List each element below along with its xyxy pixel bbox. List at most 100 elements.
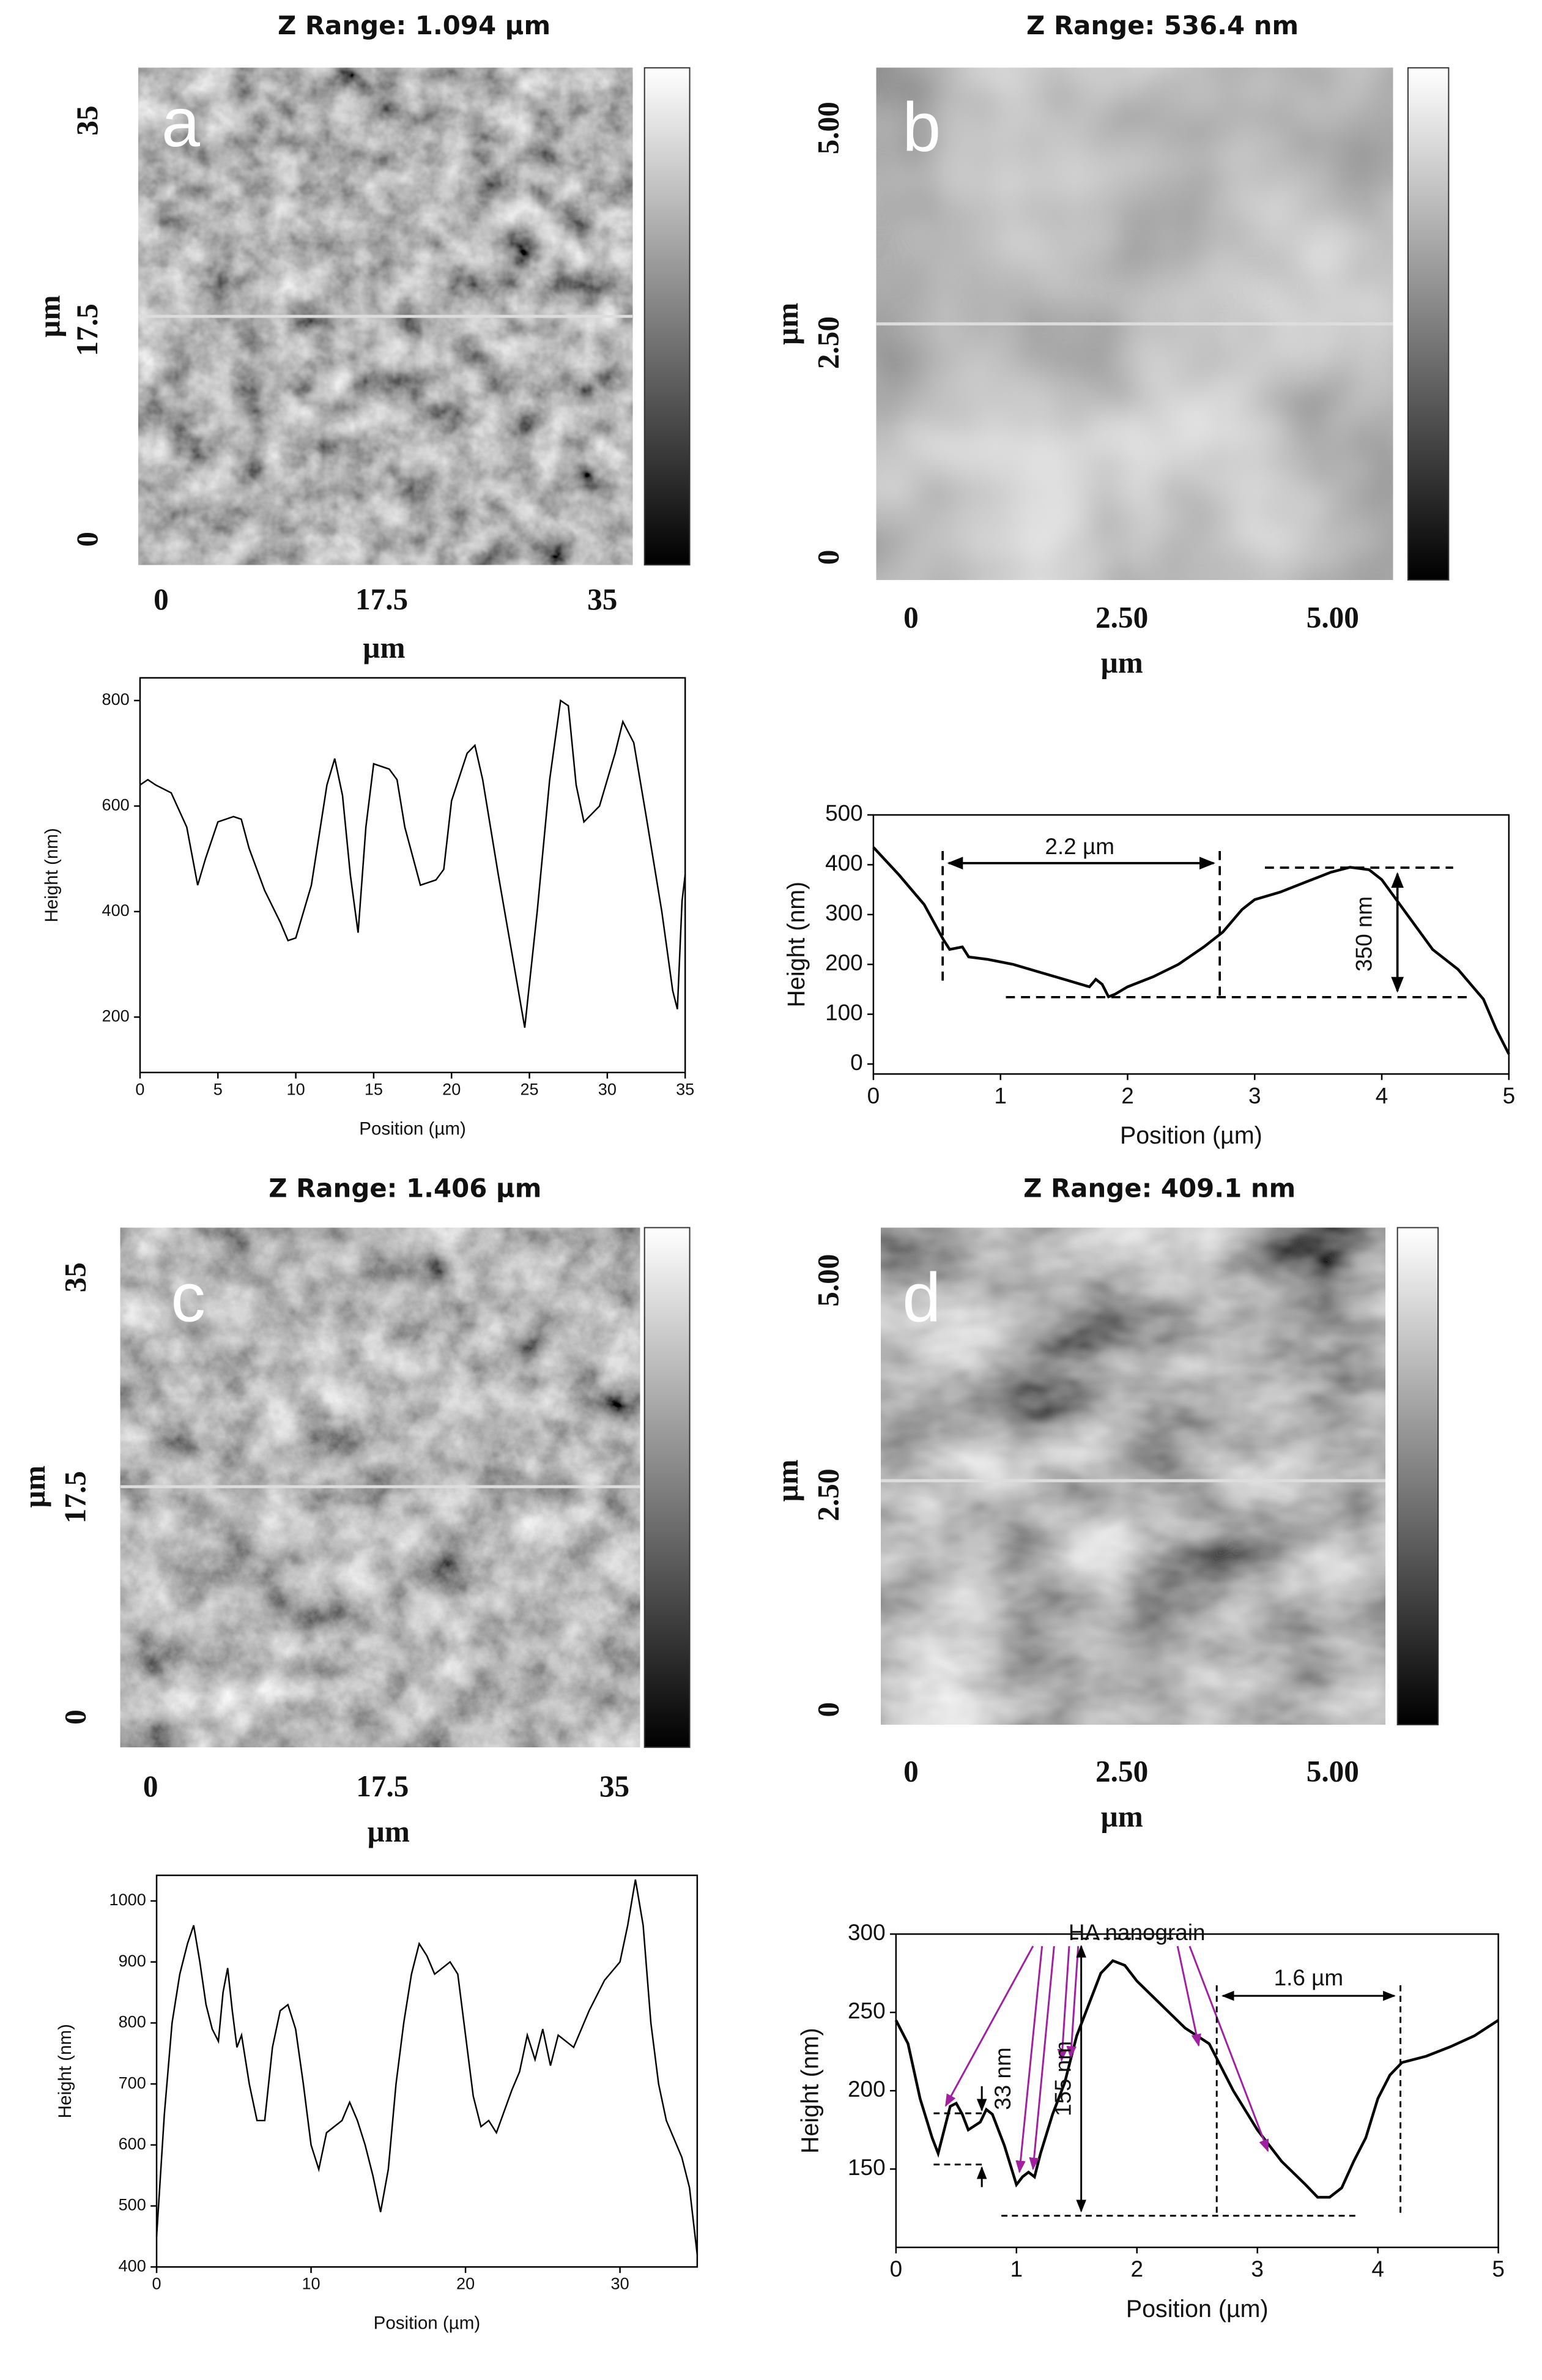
x-tick-label: 35 [587,582,617,616]
x-tick-label: 20 [456,2274,475,2293]
y-tick-label: 300 [848,1920,886,1945]
y-axis-label: µm [18,1465,51,1508]
profile-line [155,1879,699,2255]
panel-label: d [902,1259,941,1336]
x-tick-label: 4 [1376,1083,1388,1108]
annotation-text: 155 nm [1050,2041,1075,2116]
panel-label: c [171,1259,206,1336]
y-tick-label: 400 [825,850,863,876]
y-tick-label: 0 [70,532,104,547]
panel: Z Range: 1.406 µm c 0 17.5 35 0 17.5 35 µm µm [18,1173,691,1848]
x-tick-label: 5 [213,1079,223,1098]
y-tick-label: 300 [825,901,863,926]
x-tick-label: 10 [302,2274,320,2293]
y-tick-label: 800 [102,690,130,708]
x-tick-label: 35 [599,1769,629,1803]
y-tick-label: 0 [58,1709,92,1725]
x-axis-label: µm [367,1815,409,1848]
x-tick-label: 0 [152,2274,161,2293]
x-tick-label: 30 [611,2274,629,2293]
x-tick-label: 0 [890,2256,903,2281]
x-axis-label: Position (µm) [374,2313,481,2334]
x-tick-label: 5 [1503,1083,1516,1108]
x-tick-label: 1 [994,1083,1007,1108]
y-tick-label: 150 [848,2155,886,2180]
y-tick-label: 35 [70,105,104,135]
y-tick-label: 200 [825,950,863,975]
x-tick-label: 5.00 [1307,1754,1359,1788]
y-axis-label: µm [771,303,804,345]
x-tick-label: 0 [903,601,919,634]
y-tick-label: 600 [119,2134,146,2153]
x-tick-label: 25 [520,1079,538,1098]
plot-frame [155,1874,699,2268]
y-tick-label: 5.00 [811,1254,845,1307]
y-tick-label: 5.00 [811,102,845,154]
x-tick-label: 2.50 [1095,601,1148,634]
panel-label: b [902,88,941,166]
x-tick-label: 2 [1121,1083,1134,1108]
x-tick-label: 5.00 [1307,601,1359,634]
annotation-b [941,851,1469,998]
y-tick-label: 600 [102,795,130,814]
profile-line [139,699,686,1028]
panel: 0 10 20 30 400 500 600 700 800 900 1000 Position (µ… [55,1874,699,2334]
x-tick-label: 30 [598,1079,617,1098]
x-tick-label: 35 [676,1079,694,1098]
x-tick-label: 17.5 [355,582,408,616]
y-tick-label: 0 [850,1050,863,1075]
x-tick-label: 1 [1010,2256,1023,2281]
x-tick-label: 15 [365,1079,383,1098]
colorbar [643,1227,691,1748]
profile-line [894,1959,1499,2199]
annotation-text: 33 nm [990,2047,1015,2110]
panel-label: a [161,83,200,161]
x-tick-label: 0 [135,1079,144,1098]
x-tick-label: 0 [154,582,169,616]
annotation-text: 1.6 µm [1274,1965,1344,1990]
y-axis-label: Height (nm) [42,828,62,922]
y-tick-label: 0 [811,1702,845,1717]
y-tick-label: 0 [811,550,845,565]
chart-title: Z Range: 536.4 nm [1026,10,1299,40]
y-tick-label: 500 [825,801,863,826]
y-axis-label: Height (nm) [796,2028,823,2154]
x-tick-label: 3 [1251,2256,1264,2281]
afm-image-texture [881,1227,1385,1725]
colorbar [643,67,691,566]
y-tick-label: 250 [848,1998,886,2023]
y-tick-label: 200 [102,1006,130,1025]
panel: 0 1 2 3 4 5 150 200 250 300 Position (µm) Height (n… [796,1920,1504,2322]
x-axis-label: Position (µm) [359,1118,466,1139]
annotation-text: HA nanograin [1069,1920,1206,1945]
chart-title: Z Range: 1.406 µm [269,1173,541,1203]
y-tick-label: 100 [825,1000,863,1025]
x-axis-label: µm [1100,1799,1143,1833]
x-tick-label: 3 [1248,1083,1261,1108]
y-tick-label: 17.5 [70,303,104,356]
plot-frame [872,814,1510,1075]
x-tick-label: 0 [143,1769,158,1803]
y-tick-label: 400 [119,2256,146,2275]
x-tick-label: 5 [1492,2256,1505,2281]
x-tick-label: 0 [867,1083,880,1108]
x-tick-label: 4 [1371,2256,1384,2281]
x-tick-label: 17.5 [356,1769,409,1803]
chart-title: Z Range: 409.1 nm [1023,1173,1296,1203]
x-axis-label: µm [1100,646,1143,680]
y-tick-label: 2.50 [811,316,845,369]
y-axis-label: µm [771,1459,804,1501]
y-tick-label: 1000 [109,1890,146,1909]
y-tick-label: 35 [58,1262,92,1292]
panel: Z Range: 536.4 nm b 0 2.50 5.00 0 2.50 5.00 µm µm [771,10,1450,680]
profile-line [872,846,1510,1055]
y-axis-label: µm [32,295,66,337]
plot-frame [895,1933,1499,2248]
panel: 0 1 2 3 4 5 0 100 200 300 400 500 Position (µm) Heigh… [783,801,1515,1150]
colorbar [1396,1227,1439,1725]
y-tick-label: 200 [848,2077,886,2102]
annotation-text: 350 nm [1352,896,1377,972]
x-tick-label: 20 [442,1079,461,1098]
